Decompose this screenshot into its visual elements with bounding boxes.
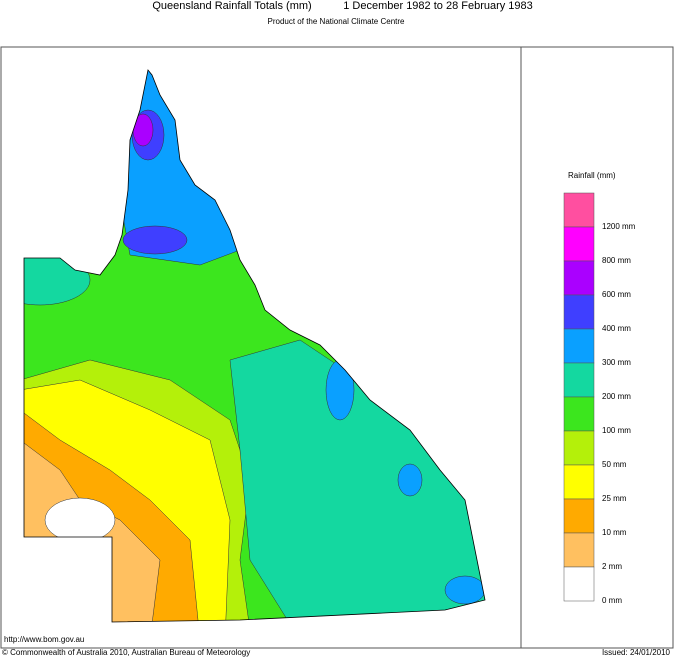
url: http://www.bom.gov.au [4, 635, 84, 644]
legend-swatch [563, 498, 595, 534]
legend-label: 300 mm [602, 358, 631, 367]
legend-label: 2 mm [602, 562, 622, 571]
legend-swatch [563, 430, 595, 466]
legend-label: 25 mm [602, 494, 627, 503]
legend-swatch [563, 362, 595, 398]
legend-label: 10 mm [602, 528, 627, 537]
legend-swatch [563, 396, 595, 432]
legend-label: 1200 mm [602, 222, 636, 231]
frame [0, 46, 674, 649]
legend-swatch [563, 294, 595, 330]
title: Queensland Rainfall Totals (mm) [152, 0, 311, 12]
legend-swatch [563, 226, 595, 262]
copyright: © Commonwealth of Australia 2010, Austra… [2, 648, 250, 657]
legend-swatch [563, 192, 595, 228]
issued: Issued: 24/01/2010 [602, 648, 671, 657]
legend-label: 600 mm [602, 290, 631, 299]
legend-swatch [563, 328, 595, 364]
legend-swatch [563, 464, 595, 500]
subtitle: Product of the National Climate Centre [268, 17, 406, 26]
legend-label: 800 mm [602, 256, 631, 265]
period: 1 December 1982 to 28 February 1983 [343, 0, 533, 12]
state-outline [23, 69, 486, 623]
legend-label: 100 mm [602, 426, 631, 435]
legend: 1200 mm 800 mm 600 mm 400 mm 300 mm 200 mm 100… [563, 192, 636, 605]
legend-label: 200 mm [602, 392, 631, 401]
legend-label: 50 mm [602, 460, 627, 469]
legend-label: 400 mm [602, 324, 631, 333]
legend-swatch [563, 532, 595, 568]
rainfall-map [24, 70, 485, 622]
legend-label: 0 mm [602, 596, 622, 605]
legend-swatch [563, 260, 595, 296]
legend-swatch [563, 566, 595, 602]
legend-title: Rainfall (mm) [568, 171, 616, 180]
